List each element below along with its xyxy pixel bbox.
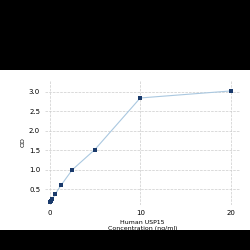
Point bbox=[138, 96, 142, 100]
Point bbox=[70, 168, 74, 172]
X-axis label: Human USP15
Concentration (ng/ml): Human USP15 Concentration (ng/ml) bbox=[108, 220, 177, 231]
Point bbox=[59, 184, 63, 188]
Point bbox=[49, 200, 53, 203]
Y-axis label: OD: OD bbox=[21, 138, 26, 147]
Point bbox=[93, 148, 97, 152]
Point bbox=[53, 192, 57, 196]
Point bbox=[48, 200, 52, 204]
Point bbox=[50, 197, 54, 201]
Point bbox=[229, 89, 233, 93]
